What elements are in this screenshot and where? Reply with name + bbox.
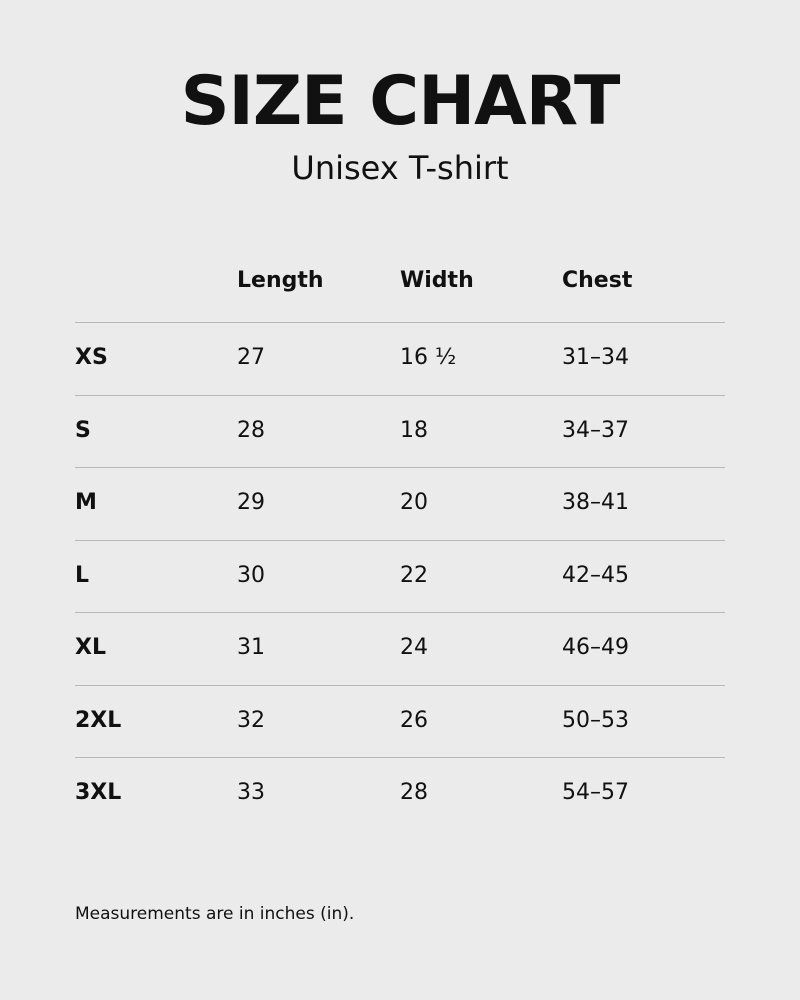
measurement: 50–53: [562, 707, 629, 733]
measurement: 46–49: [562, 635, 629, 660]
measurement: 28: [400, 780, 428, 805]
measurement: 26: [400, 707, 428, 733]
subtitle: Unisex T-shirt: [291, 149, 509, 187]
row-divider: [75, 685, 725, 686]
size-label: S: [75, 417, 91, 443]
measurement: 31–34: [562, 345, 629, 370]
row-divider: [75, 540, 725, 541]
measurement: 38–41: [562, 490, 629, 515]
measurement: 42–45: [562, 562, 629, 588]
size-label: M: [75, 490, 97, 515]
measurement: 27: [237, 345, 265, 370]
measurement: 34–37: [562, 417, 629, 443]
column-header: Width: [400, 268, 474, 293]
measurement: 24: [400, 635, 428, 660]
column-header: Length: [237, 268, 324, 293]
footnote: Measurements are in inches (in).: [75, 904, 355, 924]
measurement: 16 ½: [400, 345, 457, 370]
measurement: 18: [400, 417, 428, 443]
column-header: Chest: [562, 268, 633, 293]
size-label: 2XL: [75, 707, 122, 733]
measurement: 22: [400, 562, 428, 588]
measurement: 31: [237, 635, 265, 660]
row-divider: [75, 757, 725, 758]
measurement: 54–57: [562, 780, 629, 805]
row-divider: [75, 612, 725, 613]
size-label: XL: [75, 635, 106, 660]
row-divider: [75, 467, 725, 468]
row-divider: [75, 395, 725, 396]
measurement: 28: [237, 417, 265, 443]
measurement: 33: [237, 780, 265, 805]
size-label: XS: [75, 345, 108, 370]
measurement: 32: [237, 707, 265, 733]
title: SIZE CHART: [180, 62, 621, 141]
measurement: 20: [400, 490, 428, 515]
measurement: 29: [237, 490, 265, 515]
size-label: 3XL: [75, 780, 122, 805]
measurement: 30: [237, 562, 265, 588]
size-label: L: [75, 562, 90, 588]
row-divider: [75, 322, 725, 323]
